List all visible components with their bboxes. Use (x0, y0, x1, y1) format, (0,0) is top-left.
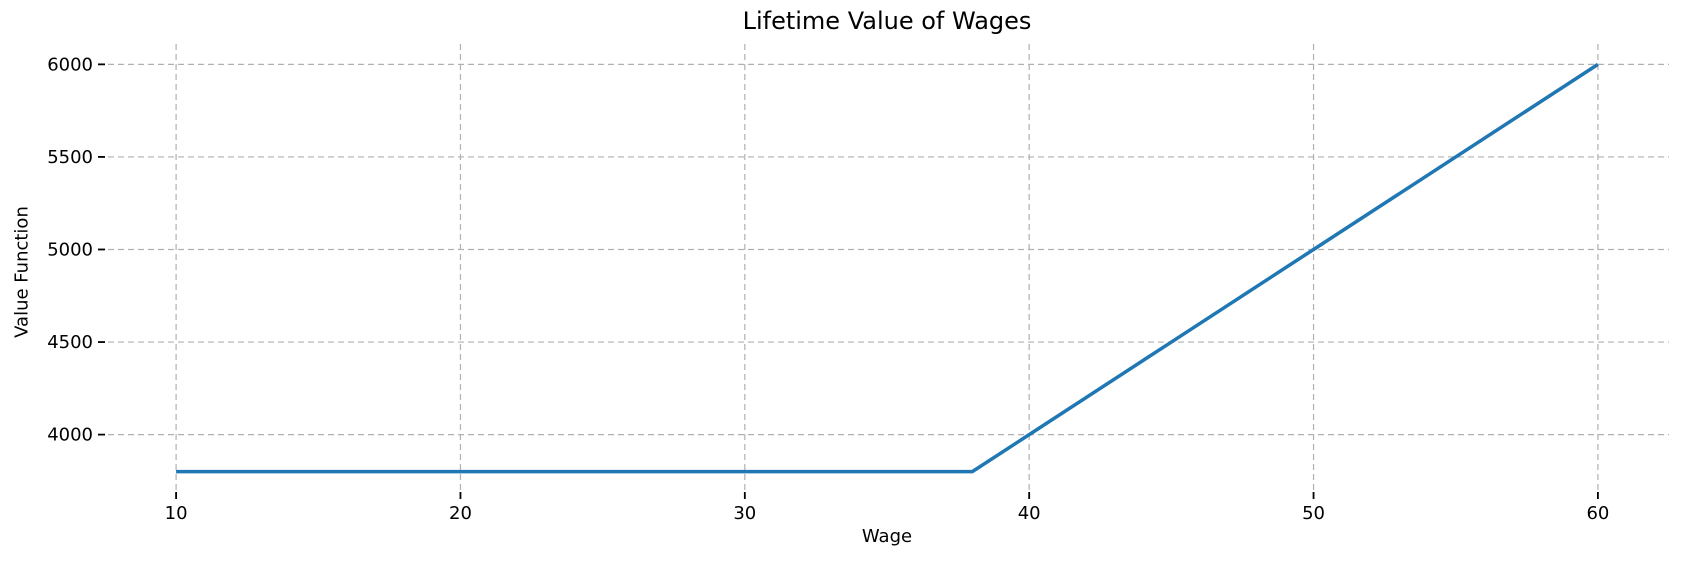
x-tick-label: 30 (733, 503, 756, 524)
y-tick-label: 5500 (47, 147, 93, 168)
x-tick-label: 10 (165, 503, 188, 524)
x-axis-label: Wage (861, 526, 913, 547)
y-tick-label: 4000 (47, 425, 93, 446)
x-tick-label: 50 (1302, 503, 1325, 524)
x-tick-label: 60 (1586, 503, 1609, 524)
chart-title: Lifetime Value of Wages (742, 7, 1032, 35)
x-tick-label: 20 (449, 503, 472, 524)
y-tick-label: 4500 (47, 332, 93, 353)
x-tick-label: 40 (1018, 503, 1041, 524)
y-tick-label: 6000 (47, 54, 93, 75)
value-function-line (176, 62, 1599, 474)
y-tick-label: 5000 (47, 239, 93, 260)
